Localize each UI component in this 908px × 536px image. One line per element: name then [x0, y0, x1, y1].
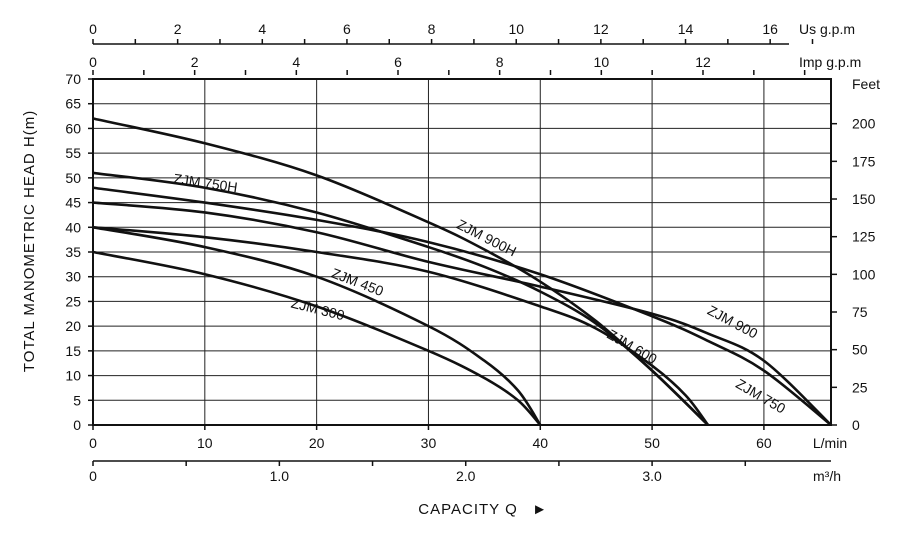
us-gpm-tick-label: 12	[593, 21, 609, 37]
imp-gpm-tick-label: 2	[191, 54, 199, 70]
us-gpm-tick-label: 16	[762, 21, 778, 37]
feet-tick-label: 150	[852, 191, 876, 207]
imp-gpm-tick-label: 12	[695, 54, 711, 70]
y-tick-label: 60	[65, 120, 81, 136]
y-tick-label: 20	[65, 318, 81, 334]
us-gpm-tick-label: 4	[258, 21, 266, 37]
us-gpm-tick-label: 14	[678, 21, 694, 37]
m3h-tick-label: 3.0	[642, 468, 662, 484]
series-zjm-600	[92, 225, 710, 426]
series-zjm-450	[92, 226, 542, 426]
m3h-tick-label: 2.0	[456, 468, 476, 484]
y-tick-label: 5	[73, 392, 81, 408]
m3h-unit-label: m³/h	[813, 468, 841, 484]
series-label-zjm-750h: ZJM 750H	[172, 170, 238, 195]
feet-tick-label: 125	[852, 229, 876, 245]
top-secondary-axes: 0 2 4 6 8 10 12 14 16 Us g.p.m 0 2 4 6 8 10 12 Imp g.p.m	[89, 21, 861, 75]
bottom-secondary-axis: 0 1.0 2.0 3.0 m³/h	[89, 460, 841, 484]
y-tick-label: 40	[65, 219, 81, 235]
y-tick-label: 35	[65, 244, 81, 260]
x-tick-label: 30	[421, 435, 437, 451]
us-gpm-tick-label: 2	[174, 21, 182, 37]
imp-gpm-tick-label: 0	[89, 54, 97, 70]
x-tick-label: 40	[532, 435, 548, 451]
series-label-zjm-300: ZJM 300	[289, 295, 346, 324]
y-tick-label: 25	[65, 293, 81, 309]
series-zjm-900h	[92, 117, 709, 426]
y-tick-label: 15	[65, 343, 81, 359]
feet-tick-label: 0	[852, 417, 860, 433]
series-zjm-300	[92, 250, 542, 426]
m3h-tick-label: 0	[89, 468, 97, 484]
imp-gpm-tick-label: 10	[594, 54, 610, 70]
feet-tick-label: 75	[852, 304, 868, 320]
x-tick-label: 60	[756, 435, 772, 451]
imp-gpm-tick-label: 8	[496, 54, 504, 70]
tick-labels: 0 5 10 15 20 25 30 35 40 45 50 55 60 65 70 0 10 20 30 40 50 6…	[65, 71, 880, 451]
y-tick-label: 55	[65, 145, 81, 161]
us-gpm-tick-label: 8	[428, 21, 436, 37]
x-tick-label: 20	[309, 435, 325, 451]
x-axis-title: CAPACITY Q	[418, 501, 517, 518]
feet-tick-label: 200	[852, 116, 876, 132]
us-gpm-tick-label: 10	[508, 21, 524, 37]
y-tick-label: 45	[65, 195, 81, 211]
x-tick-label: 0	[89, 435, 97, 451]
feet-tick-label: 175	[852, 153, 876, 169]
imp-gpm-tick-label: 6	[394, 54, 402, 70]
us-gpm-unit-label: Us g.p.m	[799, 21, 855, 37]
y-tick-label: 70	[65, 71, 81, 87]
imp-gpm-tick-label: 4	[292, 54, 300, 70]
feet-unit-label: Feet	[852, 76, 880, 92]
feet-tick-label: 100	[852, 266, 876, 282]
imp-gpm-unit-label: Imp g.p.m	[799, 54, 861, 70]
y-axis-title: TOTAL MANOMETRIC HEAD H(m)	[21, 110, 38, 372]
capacity-arrow-icon: ►	[532, 501, 548, 518]
x-tick-label: 50	[644, 435, 660, 451]
y-tick-label: 0	[73, 417, 81, 433]
feet-tick-label: 50	[852, 342, 868, 358]
y-tick-label: 30	[65, 269, 81, 285]
us-gpm-tick-label: 0	[89, 21, 97, 37]
feet-tick-label: 25	[852, 379, 868, 395]
x-unit-label: L/min	[813, 435, 847, 451]
m3h-tick-label: 1.0	[270, 468, 290, 484]
y-tick-label: 50	[65, 170, 81, 186]
us-gpm-tick-label: 6	[343, 21, 351, 37]
y-tick-label: 65	[65, 96, 81, 112]
y-tick-label: 10	[65, 368, 81, 384]
x-tick-label: 10	[197, 435, 213, 451]
